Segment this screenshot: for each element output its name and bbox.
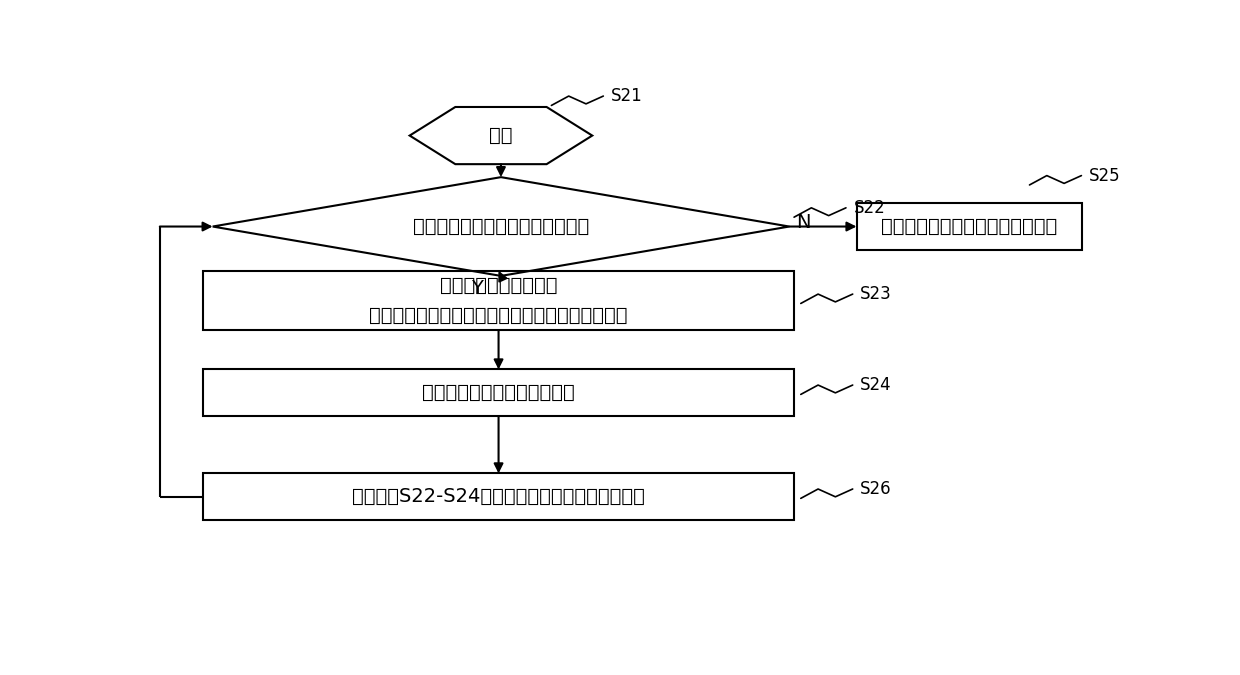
Text: N: N <box>796 213 811 232</box>
Text: Y: Y <box>471 279 482 298</box>
Text: 收集包括测试结果的标志文件: 收集包括测试结果的标志文件 <box>422 383 575 402</box>
Text: S25: S25 <box>1089 167 1121 184</box>
Bar <box>203 271 794 331</box>
Text: 仅调用第一测试平台执行串行测试: 仅调用第一测试平台执行串行测试 <box>882 217 1058 236</box>
Text: S22: S22 <box>853 199 885 217</box>
Text: 循环执行S22-S24，直至测试完所有预设测试工具: 循环执行S22-S24，直至测试完所有预设测试工具 <box>352 487 645 506</box>
Text: 启动: 启动 <box>490 126 512 145</box>
Text: S24: S24 <box>861 376 892 394</box>
Text: 判断是否需要切换至第二测试平台: 判断是否需要切换至第二测试平台 <box>413 217 589 236</box>
Text: S21: S21 <box>611 87 642 105</box>
Text: 切换至第二测试平台，
以调用第二测试平台与第一测试平台执行并行测试: 切换至第二测试平台， 以调用第二测试平台与第一测试平台执行并行测试 <box>370 276 627 325</box>
Text: S26: S26 <box>861 480 892 498</box>
Text: S23: S23 <box>861 285 892 303</box>
Bar <box>857 203 1083 250</box>
Bar <box>203 473 794 520</box>
Bar <box>203 369 794 416</box>
